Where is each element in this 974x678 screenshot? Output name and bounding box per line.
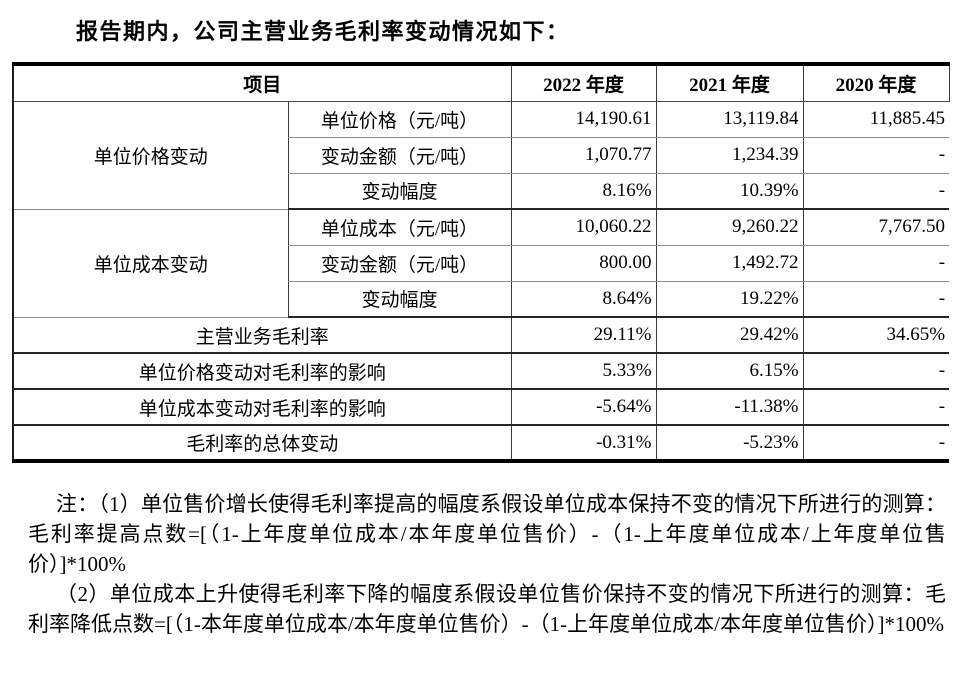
cell-value: 10,060.22 <box>510 209 657 246</box>
row-label: 变动金额（元/吨） <box>287 137 512 174</box>
note-paragraph-1: 注：（1）单位售价增长使得毛利率提高的幅度系假设单位成本保持不变的情况下所进行的… <box>28 492 946 576</box>
row-label: 单位价格（元/吨） <box>287 101 512 138</box>
cell-value: - <box>802 173 950 210</box>
cell-value: - <box>802 425 950 461</box>
section-intro-text: 报告期内，公司主营业务毛利率变动情况如下： <box>76 19 570 44</box>
cell-value: 29.11% <box>510 317 657 354</box>
cell-value: 29.42% <box>655 317 804 354</box>
cell-value: 7,767.50 <box>802 209 950 246</box>
col-header-2021: 2021 年度 <box>655 64 804 102</box>
col-header-2020: 2020 年度 <box>802 64 950 102</box>
cell-value: -5.64% <box>510 389 657 426</box>
note-paragraph-2: （2）单位成本上升使得毛利率下降的幅度系假设单位售价保持不变的情况下所进行的测算… <box>28 582 946 636</box>
cell-value: 1,234.39 <box>655 137 804 174</box>
table-row: 单位价格变动对毛利率的影响 5.33% 6.15% - <box>13 353 950 390</box>
table-row: 单位价格变动 单位价格（元/吨） 14,190.61 13,119.84 11,… <box>13 101 950 210</box>
cell-value: 8.64% <box>510 281 657 318</box>
cell-value: 1,070.77 <box>510 137 657 174</box>
cell-value: -0.31% <box>510 425 657 461</box>
table-row: 毛利率的总体变动 -0.31% -5.23% - <box>13 425 950 461</box>
cell-value: 10.39% <box>655 173 804 210</box>
cell-value: - <box>802 137 950 174</box>
table-row: 单位成本变动 单位成本（元/吨） 10,060.22 9,260.22 7,76… <box>13 209 950 318</box>
row-label: 变动幅度 <box>287 281 512 318</box>
row-label-total-change: 毛利率的总体变动 <box>186 434 339 455</box>
cell-value: - <box>802 389 950 426</box>
row-label: 单位成本（元/吨） <box>287 209 512 246</box>
row-label-gross-margin: 主营业务毛利率 <box>13 317 512 354</box>
cell-value: 11,885.45 <box>802 101 950 138</box>
cell-value: 13,119.84 <box>655 101 804 138</box>
table-row: 变动金额（元/吨） 800.00 1,492.72 - <box>13 245 950 282</box>
row-label: 变动金额（元/吨） <box>287 245 512 282</box>
cell-value: 8.16% <box>510 173 657 210</box>
cell-value: 34.65% <box>802 317 950 354</box>
table-row: 单位成本变动对毛利率的影响 -5.64% -11.38% - <box>13 389 950 426</box>
row-label-price-impact: 单位价格变动对毛利率的影响 <box>13 353 512 390</box>
cell-value: 5.33% <box>510 353 657 390</box>
table-row: 主营业务毛利率 29.11% 29.42% 34.65% <box>13 317 950 354</box>
cell-value: 800.00 <box>510 245 657 282</box>
cell-value: 1,492.72 <box>655 245 804 282</box>
table-row: 变动金额（元/吨） 1,070.77 1,234.39 - <box>13 137 950 174</box>
gross-margin-table: 项目 2022 年度 2021 年度 2020 年度 单位价格变动 单位价格（元… <box>12 62 950 463</box>
row-label: 变动幅度 <box>287 173 512 210</box>
col-header-item: 项目 <box>13 64 512 102</box>
cell-value: 9,260.22 <box>655 209 804 246</box>
cell-value: 14,190.61 <box>510 101 657 138</box>
cell-value: 6.15% <box>655 353 804 390</box>
cell-value: -11.38% <box>655 389 804 426</box>
cell-value: 19.22% <box>655 281 804 318</box>
row-group-label-cost: 单位成本变动 <box>13 209 288 318</box>
cell-value: - <box>802 245 950 282</box>
table-row: 变动幅度 8.64% 19.22% - <box>13 281 950 318</box>
table-header-row: 项目 2022 年度 2021 年度 2020 年度 <box>13 64 950 102</box>
row-label-cost-impact: 单位成本变动对毛利率的影响 <box>13 389 512 426</box>
table-row: 变动幅度 8.16% 10.39% - <box>13 173 950 210</box>
cell-value: -5.23% <box>655 425 804 461</box>
footnotes: 注：（1）单位售价增长使得毛利率提高的幅度系假设单位成本保持不变的情况下所进行的… <box>28 489 946 639</box>
cell-value: - <box>802 281 950 318</box>
row-group-label-price: 单位价格变动 <box>13 101 288 210</box>
cell-value: - <box>802 353 950 390</box>
col-header-2022: 2022 年度 <box>510 64 657 102</box>
